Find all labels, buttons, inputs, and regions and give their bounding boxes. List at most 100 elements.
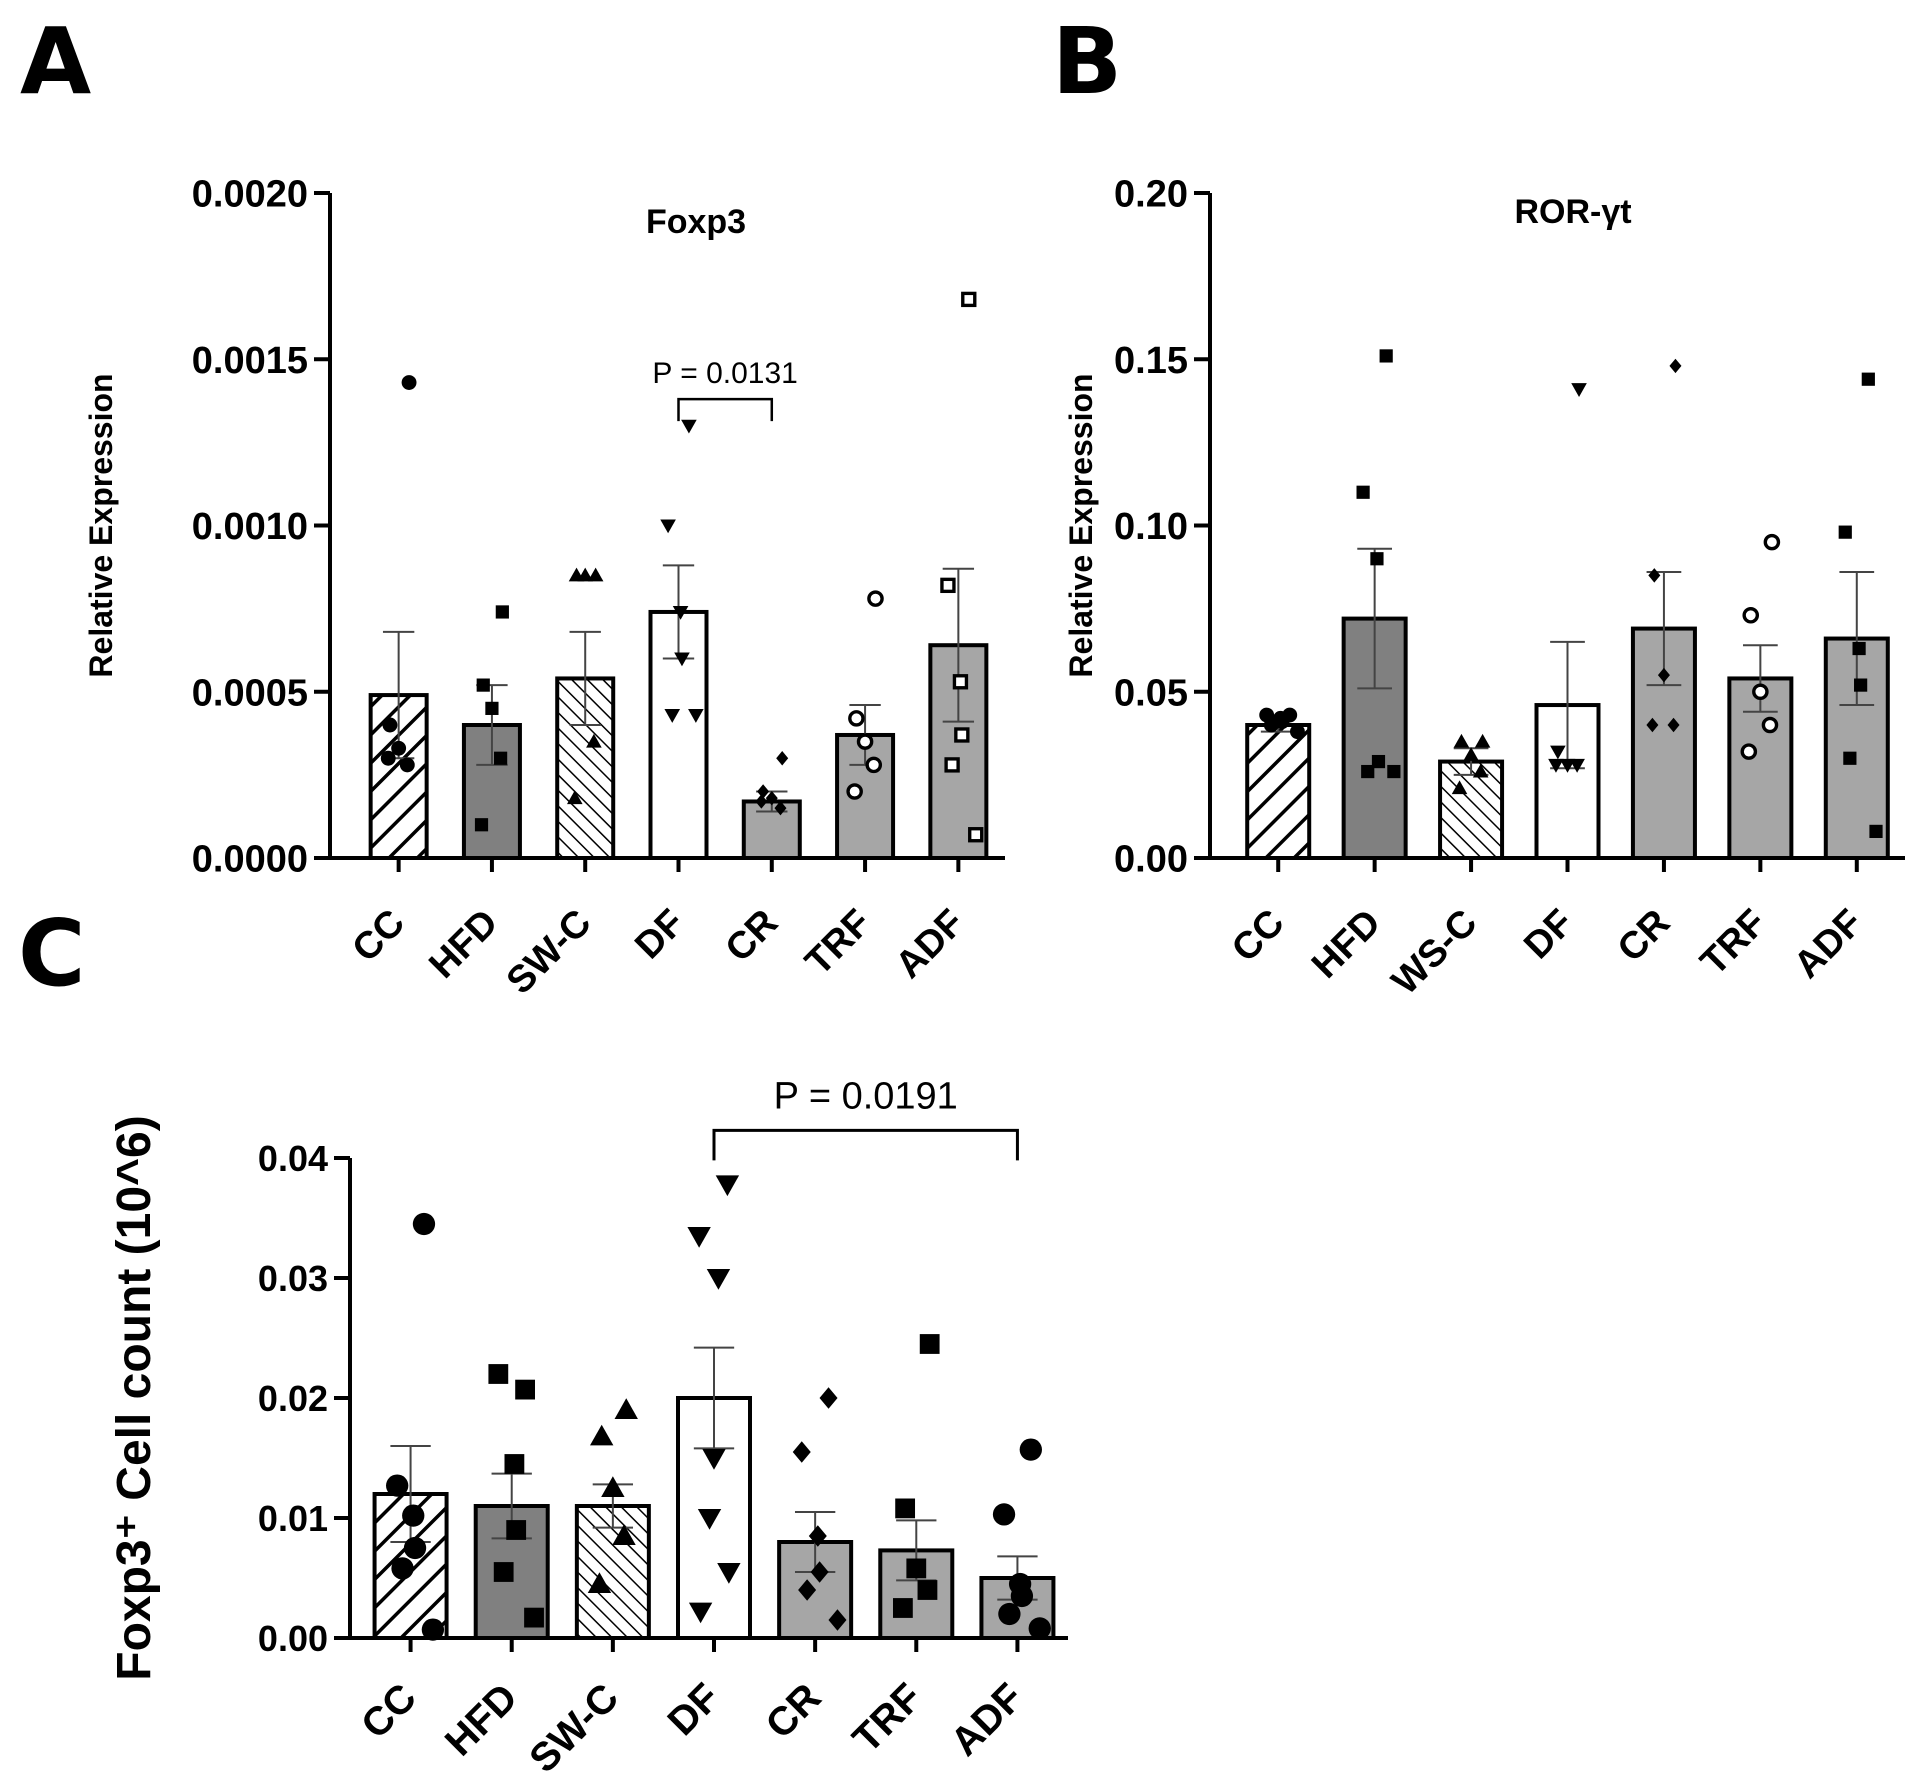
panel-letter-a: A bbox=[20, 8, 92, 115]
x-tick-label-trf: TRF bbox=[1693, 902, 1775, 984]
y-tick-label: 0.15 bbox=[1114, 340, 1188, 382]
data-point-sw-c bbox=[587, 1572, 612, 1593]
data-point-cr bbox=[1657, 667, 1670, 683]
data-point-adf bbox=[968, 827, 984, 843]
data-point-df bbox=[697, 1509, 722, 1530]
data-point-trf bbox=[919, 1334, 940, 1354]
data-point-cc bbox=[403, 1536, 427, 1560]
data-point-sw-c bbox=[577, 567, 594, 582]
x-tick-label-cc: CC bbox=[344, 902, 413, 971]
data-point-hfd bbox=[1370, 552, 1384, 566]
x-tick-label-cr: CR bbox=[758, 1675, 830, 1747]
data-point-cr bbox=[755, 794, 768, 809]
data-point-cc bbox=[421, 1618, 445, 1641]
data-point-cr bbox=[810, 1561, 829, 1583]
data-point-cc bbox=[402, 1504, 425, 1527]
data-point-adf bbox=[1869, 824, 1883, 838]
data-point-sw-c bbox=[612, 1524, 636, 1545]
y-axis-label: Relative Expression bbox=[83, 373, 119, 677]
data-point-df bbox=[1548, 758, 1564, 773]
data-point-cr bbox=[757, 784, 770, 799]
x-tick-label-hfd: HFD bbox=[437, 1675, 526, 1764]
x-tick-label-sw-c: SW-C bbox=[521, 1675, 627, 1781]
data-point-sw-c bbox=[601, 1476, 625, 1497]
x-tick-label-sw-c: SW-C bbox=[499, 902, 600, 1003]
data-point-trf bbox=[865, 756, 883, 774]
data-point-sw-c bbox=[587, 567, 604, 582]
panel-letter-c: C bbox=[18, 900, 86, 1007]
data-point-cr bbox=[1669, 358, 1682, 374]
data-point-df bbox=[672, 605, 689, 620]
y-tick-label: 0.0010 bbox=[192, 506, 308, 548]
data-point-df bbox=[702, 1449, 726, 1470]
data-point-df bbox=[1569, 758, 1585, 773]
data-point-adf bbox=[1028, 1617, 1051, 1640]
x-tick-label-adf: ADF bbox=[888, 902, 973, 987]
y-tick-label: 0.00 bbox=[1114, 839, 1188, 881]
y-tick-label: 0.0000 bbox=[192, 839, 308, 881]
data-point-trf bbox=[892, 1598, 913, 1618]
data-point-cr bbox=[1646, 717, 1659, 733]
y-tick-label: 0.01 bbox=[258, 1498, 328, 1539]
data-point-cr bbox=[792, 1441, 811, 1463]
bar-ws-c bbox=[1438, 759, 1505, 861]
data-point-cc bbox=[401, 375, 417, 390]
y-axis-label: Relative Expression bbox=[1063, 373, 1099, 677]
data-point-trf bbox=[867, 590, 884, 607]
data-point-adf bbox=[1843, 751, 1857, 765]
data-point-hfd bbox=[485, 701, 499, 715]
bar-cc bbox=[1245, 723, 1312, 860]
data-point-adf bbox=[998, 1602, 1021, 1626]
x-tick-label-adf: ADF bbox=[1786, 902, 1871, 987]
x-tick-label-hfd: HFD bbox=[1304, 902, 1389, 987]
data-point-cc bbox=[380, 750, 396, 766]
significance-bracket bbox=[677, 397, 774, 422]
y-tick-label: 0.02 bbox=[258, 1378, 328, 1419]
data-point-cc bbox=[382, 717, 398, 733]
data-point-hfd bbox=[493, 1562, 514, 1582]
data-point-hfd bbox=[524, 1607, 544, 1628]
panel-letter-b: B bbox=[1052, 8, 1123, 115]
data-point-cc bbox=[1263, 717, 1279, 733]
data-point-adf bbox=[952, 674, 969, 690]
data-point-cc bbox=[391, 740, 407, 756]
x-tick-label-cc: CC bbox=[353, 1675, 425, 1747]
x-tick-label-ws-c: WS-C bbox=[1384, 902, 1485, 1003]
y-tick-label: 0.00 bbox=[258, 1618, 328, 1659]
data-point-df bbox=[1550, 745, 1566, 760]
y-tick-label: 0.0015 bbox=[192, 340, 308, 382]
data-point-cc bbox=[391, 1557, 414, 1580]
data-point-cr bbox=[808, 1525, 827, 1547]
data-point-ws-c bbox=[1463, 747, 1479, 761]
x-tick-label-df: DF bbox=[627, 902, 693, 968]
y-axis-label: Foxp3⁺ Cell count (10^6) bbox=[108, 1115, 161, 1680]
p-value-label: P = 0.0191 bbox=[774, 1075, 958, 1117]
y-tick-label: 0.04 bbox=[258, 1138, 328, 1179]
data-point-cc bbox=[399, 757, 415, 773]
y-tick-label: 0.10 bbox=[1114, 506, 1188, 548]
x-tick-label-adf: ADF bbox=[943, 1675, 1032, 1764]
data-point-trf bbox=[1752, 683, 1769, 701]
data-point-cr bbox=[798, 1579, 817, 1601]
data-point-cc bbox=[1289, 724, 1305, 740]
chart-title: ROR-γt bbox=[1514, 193, 1631, 231]
data-point-hfd bbox=[474, 818, 489, 832]
data-point-df bbox=[687, 1227, 711, 1248]
data-point-cr bbox=[1667, 717, 1680, 733]
data-point-ws-c bbox=[1474, 733, 1491, 748]
data-point-adf bbox=[1852, 641, 1866, 656]
data-point-adf bbox=[944, 757, 960, 773]
data-point-df bbox=[664, 709, 681, 723]
data-point-cr bbox=[765, 790, 778, 806]
data-point-cc bbox=[386, 1474, 409, 1497]
x-tick-label-trf: TRF bbox=[797, 902, 879, 984]
data-point-hfd bbox=[1361, 764, 1375, 779]
y-tick-label: 0.03 bbox=[258, 1258, 328, 1299]
data-point-ws-c bbox=[1451, 780, 1468, 795]
data-point-ws-c bbox=[1472, 763, 1489, 778]
data-point-hfd bbox=[495, 605, 509, 619]
data-point-sw-c bbox=[566, 790, 583, 805]
data-point-adf bbox=[1854, 678, 1868, 692]
data-point-df bbox=[1571, 383, 1587, 397]
data-point-trf bbox=[856, 733, 874, 750]
